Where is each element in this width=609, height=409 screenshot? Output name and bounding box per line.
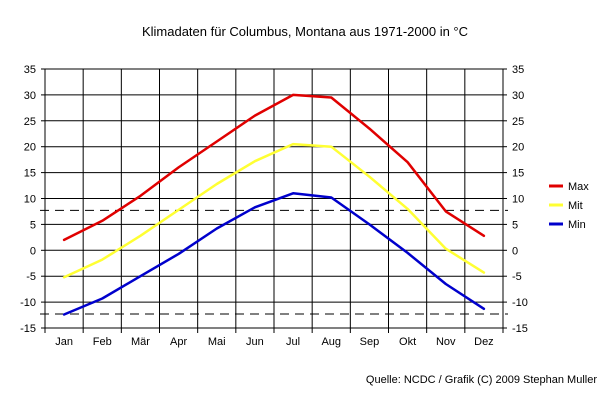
y-tick-label-right: 20 [512, 142, 524, 154]
y-tick-label: -15 [20, 323, 36, 335]
y-axis-left: -15 -10 -5 0 5 10 15 20 25 30 35 [20, 64, 45, 335]
y-tick-label: 25 [24, 116, 36, 128]
y-tick-label: 0 [30, 245, 36, 257]
x-tick-label: Jul [286, 336, 300, 348]
x-tick-label: Feb [93, 336, 112, 348]
x-tick-label: Jan [55, 336, 73, 348]
legend-label-min: Min [568, 219, 586, 231]
y-tick-label-right: 25 [512, 116, 524, 128]
x-tick-label: Mär [131, 336, 150, 348]
y-tick-label: 35 [24, 64, 36, 76]
x-tick-label: Okt [399, 336, 416, 348]
legend: Max Mit Min [549, 181, 589, 231]
x-tick-label: Mai [208, 336, 226, 348]
x-tick-label: Dez [474, 336, 494, 348]
plot-grid [44, 68, 504, 329]
chart-title: Klimadaten für Columbus, Montana aus 197… [142, 24, 468, 39]
y-tick-label-right: -10 [512, 297, 528, 309]
x-tick-label: Apr [170, 336, 187, 348]
x-tick-label: Aug [321, 336, 341, 348]
x-tick-label: Sep [360, 336, 380, 348]
y-tick-label: 20 [24, 142, 36, 154]
y-tick-label-right: 10 [512, 194, 524, 206]
y-tick-label-right: 0 [512, 245, 518, 257]
series-line-mit [62, 142, 486, 279]
x-tick-label: Jun [246, 336, 264, 348]
y-tick-label: -10 [20, 297, 36, 309]
series-line-max [62, 93, 486, 242]
x-tick-label: Nov [436, 336, 456, 348]
y-tick-label-right: -5 [512, 271, 522, 283]
y-tick-label-right: 5 [512, 219, 518, 231]
y-tick-label-right: 30 [512, 90, 524, 102]
y-axis-right: -15 -10 -5 0 5 10 15 20 25 30 35 [503, 64, 528, 335]
y-tick-label-right: 35 [512, 64, 524, 76]
y-tick-label: 15 [24, 168, 36, 180]
legend-label-max: Max [568, 181, 589, 193]
x-axis: Jan Feb Mär Apr Mai Jun Jul Aug Sep Okt Nov Dez [44, 328, 504, 348]
source-credit: Quelle: NCDC / Grafik (C) 2009 Stephan M… [366, 374, 597, 386]
y-tick-label: 30 [24, 90, 36, 102]
y-tick-label: 10 [24, 194, 36, 206]
series-line-min [62, 192, 486, 316]
y-tick-label-right: 15 [512, 168, 524, 180]
series-lines [62, 93, 486, 316]
y-tick-label-right: -15 [512, 323, 528, 335]
legend-label-mit: Mit [568, 200, 583, 212]
y-tick-label: -5 [26, 271, 36, 283]
y-tick-label: 5 [30, 219, 36, 231]
